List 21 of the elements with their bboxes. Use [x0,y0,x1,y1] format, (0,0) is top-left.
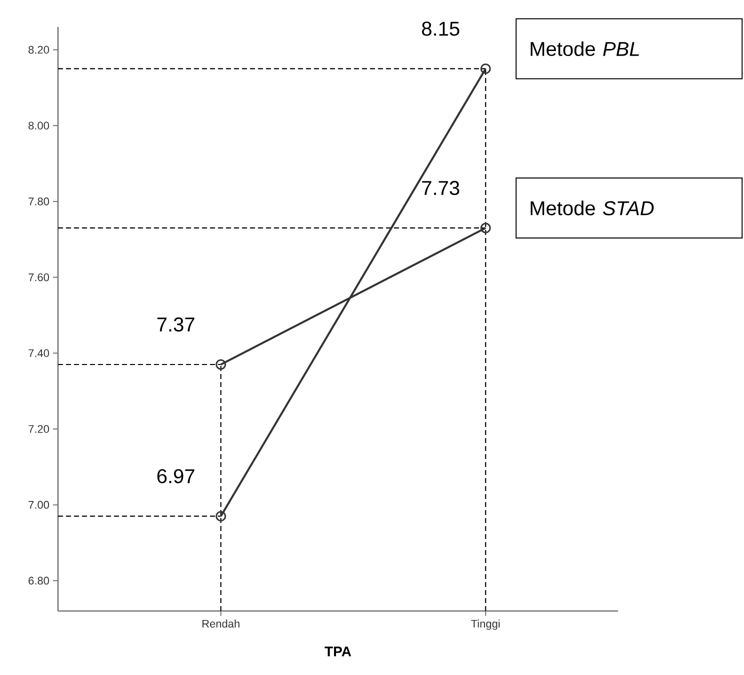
point [480,63,491,74]
x-axis-title: TPA [324,646,352,656]
y-tick-label: 7.60 [28,273,50,282]
x-tick-label: Rendah [202,620,240,628]
data-label: 7.73 [422,180,460,196]
y-tick-label: 8.00 [28,122,50,130]
text: Metode STAD [530,200,654,216]
point [216,510,226,522]
text: Metode PBL [530,41,639,56]
y-tick-label: 7.40 [28,349,50,358]
data-label: 8.15 [422,22,460,36]
y-tick-label: 8.20 [28,46,50,54]
y-tick-label: 7.20 [28,425,50,433]
y-tick-label: 7.00 [28,500,50,509]
x-tick-label: Tinggi [471,620,500,630]
point [480,222,491,234]
y-tick-label: 7.80 [28,198,50,206]
data-label: 6.97 [157,469,194,484]
data-label: 7.37 [157,317,194,332]
point [216,359,226,370]
y-tick-label: 6.80 [28,576,50,585]
